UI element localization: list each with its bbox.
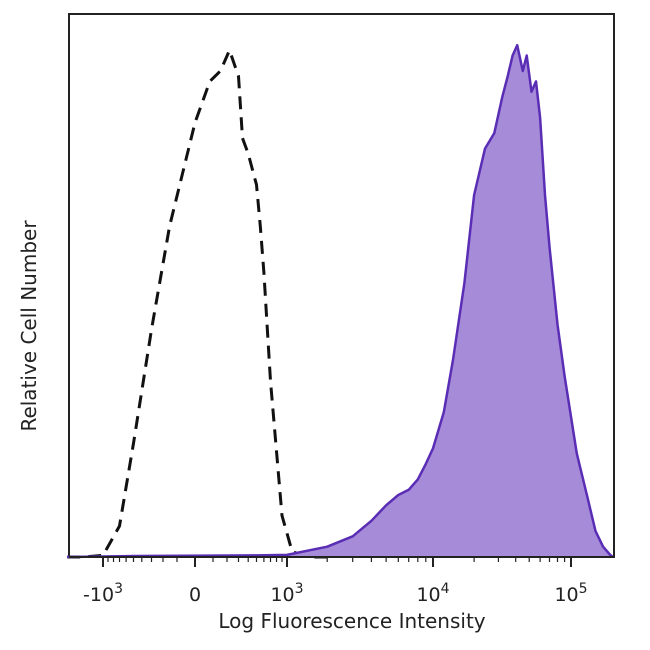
x-axis-title: Log Fluorescence Intensity bbox=[218, 609, 485, 633]
x-tick-label: 105 bbox=[554, 581, 587, 606]
series-1-area bbox=[67, 45, 613, 557]
x-tick-label: -103 bbox=[83, 581, 123, 606]
series-1-line bbox=[67, 43, 614, 559]
series-0-line bbox=[67, 48, 328, 559]
x-tick-label: 103 bbox=[270, 581, 303, 606]
y-axis-title: Relative Cell Number bbox=[17, 220, 41, 432]
x-tick-label: 0 bbox=[189, 584, 201, 606]
series-layer bbox=[67, 43, 614, 559]
x-tick-label: 104 bbox=[416, 581, 449, 606]
x-tick-layer: -103 0 103 104 105 bbox=[83, 557, 588, 606]
